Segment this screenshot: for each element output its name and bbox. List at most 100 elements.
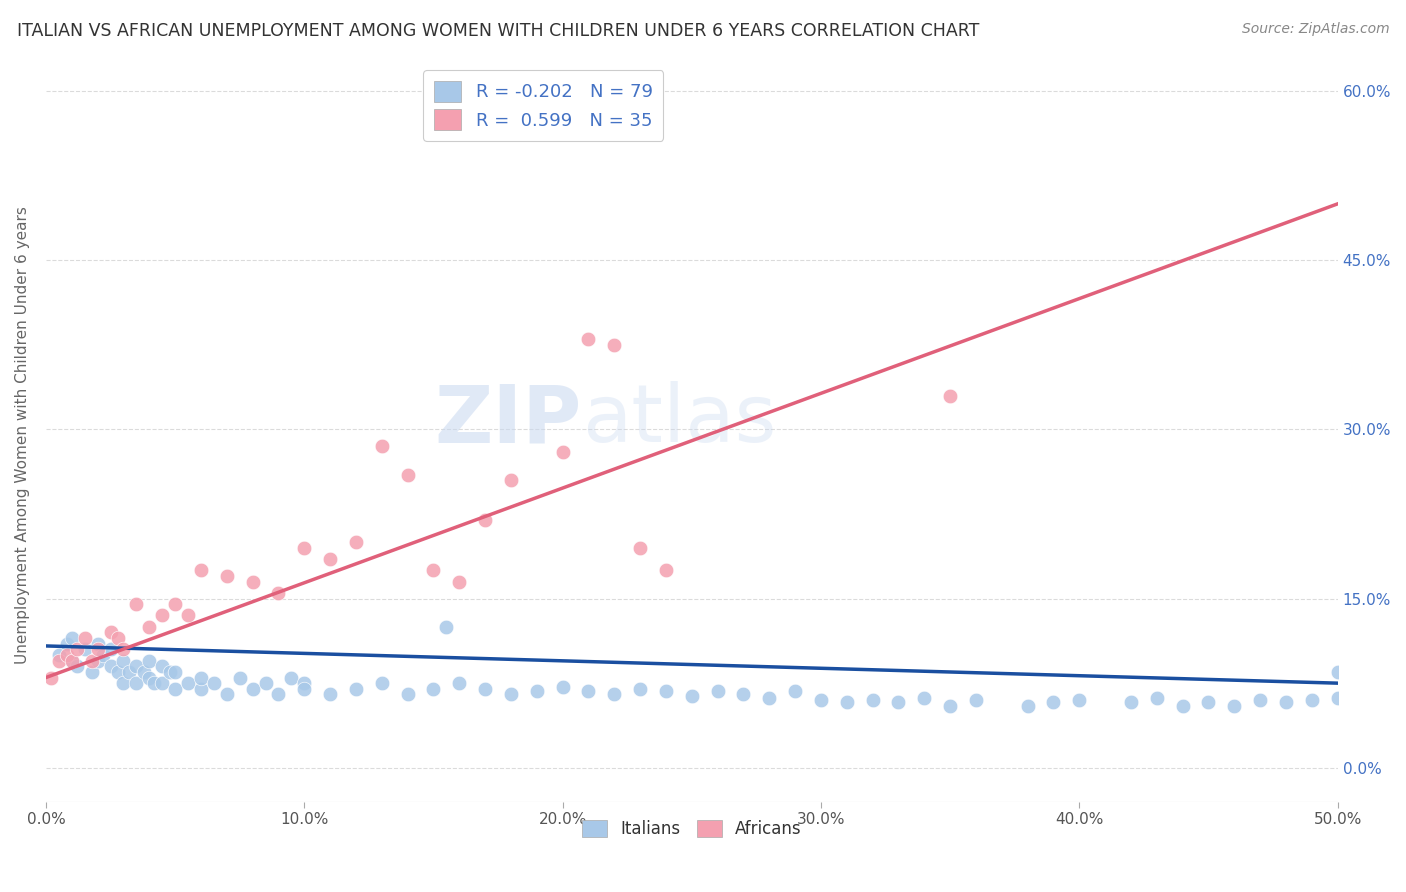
Point xyxy=(165,681,187,696)
Point xyxy=(1171,698,1194,713)
Point xyxy=(887,695,910,709)
Point xyxy=(112,654,135,668)
Point xyxy=(319,688,342,702)
Point xyxy=(82,665,104,679)
Point xyxy=(422,563,444,577)
Point xyxy=(134,665,156,679)
Point xyxy=(125,597,148,611)
Point xyxy=(107,631,129,645)
Point xyxy=(499,688,522,702)
Point xyxy=(215,569,238,583)
Point xyxy=(1119,695,1142,709)
Point xyxy=(125,659,148,673)
Point xyxy=(280,671,302,685)
Point xyxy=(202,676,225,690)
Point xyxy=(55,648,77,662)
Point xyxy=(835,695,858,709)
Point xyxy=(66,642,89,657)
Point xyxy=(965,693,987,707)
Point xyxy=(39,671,62,685)
Point xyxy=(551,445,574,459)
Point xyxy=(48,648,70,662)
Text: Source: ZipAtlas.com: Source: ZipAtlas.com xyxy=(1241,22,1389,37)
Point xyxy=(939,698,962,713)
Point xyxy=(150,659,173,673)
Point xyxy=(48,654,70,668)
Point xyxy=(628,681,651,696)
Point xyxy=(91,648,114,662)
Point xyxy=(125,676,148,690)
Point xyxy=(112,676,135,690)
Point xyxy=(117,665,139,679)
Point xyxy=(526,684,548,698)
Point xyxy=(190,671,212,685)
Point xyxy=(138,620,160,634)
Point xyxy=(82,654,104,668)
Point xyxy=(499,473,522,487)
Point xyxy=(578,332,600,346)
Point xyxy=(1042,695,1064,709)
Point xyxy=(449,676,471,690)
Point xyxy=(100,659,122,673)
Point xyxy=(1223,698,1246,713)
Point xyxy=(681,689,703,703)
Point xyxy=(862,693,884,707)
Point xyxy=(344,535,367,549)
Point xyxy=(422,681,444,696)
Legend: Italians, Africans: Italians, Africans xyxy=(575,813,808,845)
Point xyxy=(60,631,83,645)
Point xyxy=(474,513,496,527)
Point xyxy=(86,654,108,668)
Point xyxy=(628,541,651,555)
Point xyxy=(150,608,173,623)
Point xyxy=(150,676,173,690)
Point xyxy=(706,684,728,698)
Point xyxy=(655,563,678,577)
Point xyxy=(912,690,935,705)
Point xyxy=(292,681,315,696)
Point xyxy=(434,620,457,634)
Point xyxy=(73,631,96,645)
Point xyxy=(551,680,574,694)
Point xyxy=(1146,690,1168,705)
Point xyxy=(603,338,626,352)
Point xyxy=(159,665,181,679)
Point xyxy=(785,684,807,698)
Text: ITALIAN VS AFRICAN UNEMPLOYMENT AMONG WOMEN WITH CHILDREN UNDER 6 YEARS CORRELAT: ITALIAN VS AFRICAN UNEMPLOYMENT AMONG WO… xyxy=(17,22,979,40)
Point xyxy=(267,586,290,600)
Point xyxy=(60,654,83,668)
Text: atlas: atlas xyxy=(582,382,776,459)
Point xyxy=(655,684,678,698)
Y-axis label: Unemployment Among Women with Children Under 6 years: Unemployment Among Women with Children U… xyxy=(15,206,30,664)
Point xyxy=(474,681,496,696)
Point xyxy=(177,608,200,623)
Point xyxy=(242,681,264,696)
Point xyxy=(1326,665,1348,679)
Point xyxy=(1301,693,1323,707)
Point xyxy=(292,541,315,555)
Point xyxy=(73,642,96,657)
Text: ZIP: ZIP xyxy=(434,382,582,459)
Point xyxy=(267,688,290,702)
Point xyxy=(228,671,250,685)
Point xyxy=(292,676,315,690)
Point xyxy=(55,637,77,651)
Point xyxy=(603,688,626,702)
Point xyxy=(165,665,187,679)
Point xyxy=(371,676,394,690)
Point xyxy=(1017,698,1039,713)
Point xyxy=(60,654,83,668)
Point xyxy=(254,676,277,690)
Point xyxy=(758,690,780,705)
Point xyxy=(107,665,129,679)
Point xyxy=(810,693,832,707)
Point xyxy=(939,388,962,402)
Point xyxy=(165,597,187,611)
Point xyxy=(190,681,212,696)
Point xyxy=(1249,693,1271,707)
Point xyxy=(578,684,600,698)
Point xyxy=(371,439,394,453)
Point xyxy=(86,637,108,651)
Point xyxy=(242,574,264,589)
Point xyxy=(344,681,367,696)
